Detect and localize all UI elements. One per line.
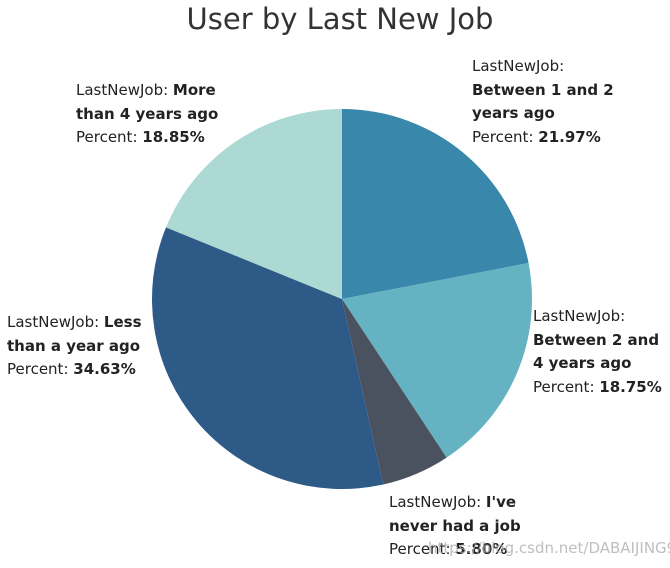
pie-slice-less-than-a-year-ago [151,227,384,490]
slice-label-between-2-and-4: LastNewJob: Between 2 and 4 years ago Pe… [533,307,662,396]
slice-label-less-than-a-year: LastNewJob: Less than a year ago Percent… [7,313,142,378]
pie-slice-between-2-and-4-years-ago [342,263,533,458]
slice-label-category: Between 1 and 2 years ago [472,80,614,123]
slice-label-measure: Percent [7,360,64,378]
slice-label-category: Between 2 and 4 years ago [533,330,660,373]
pie-slice-between-1-and-2-years-ago [342,109,529,299]
slice-label-measure: Percent [76,128,133,146]
slice-label-key: LastNewJob [533,307,621,325]
slice-label-key: LastNewJob [472,57,560,75]
slice-label-value: 34.63% [73,360,136,378]
slice-label-more-than-4: LastNewJob: More than 4 years ago Percen… [76,81,219,146]
pie-slice-i-ve-never-had-a-job [342,299,447,485]
slice-label-key: LastNewJob [76,81,164,99]
slice-label-value: 18.85% [142,128,205,146]
slice-label-never-had-job: LastNewJob: I've never had a job Percent… [389,493,521,558]
pie-slice-more-than-4-years-ago [166,109,342,299]
slice-label-value: 18.75% [599,377,662,396]
slice-label-category: I've never had a job [389,493,521,535]
slice-label-measure: Percent [389,540,446,558]
slice-label-between-1-and-2: LastNewJob: Between 1 and 2 years ago Pe… [472,57,614,146]
slice-label-measure: Percent [533,377,590,396]
slice-label-measure: Percent [472,127,529,146]
slice-label-category: Less than a year ago [7,313,142,355]
slice-label-value: 5.80% [455,540,508,558]
slice-label-key: LastNewJob [389,493,477,511]
chart-title: User by Last New Job [186,2,494,36]
slice-label-value: 21.97% [538,127,601,146]
slice-label-category: More than 4 years ago [76,81,219,123]
slice-label-key: LastNewJob [7,313,95,331]
watermark: https://blog.csdn.net/DABAIJING91 [428,539,670,557]
